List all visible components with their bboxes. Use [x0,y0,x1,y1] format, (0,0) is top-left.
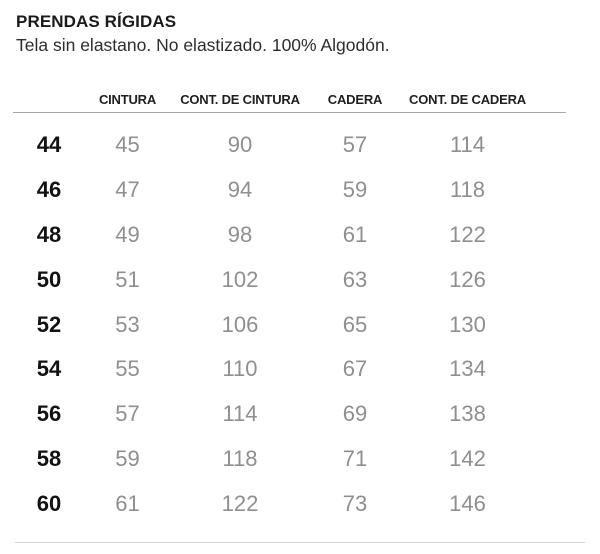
size-cell: 50 [36,266,62,292]
value-cell: 71 [342,445,368,471]
size-cell: 54 [36,356,62,382]
page-title: PRENDAS RÍGIDAS [16,12,177,31]
value-cell: 73 [342,490,368,516]
value-cell: 63 [342,266,368,292]
value-cell: 134 [449,356,486,382]
value-cell: 61 [115,490,140,516]
table-row: 48 49 98 61 122 [13,213,566,258]
table-row: 54 55 110 67 134 [13,347,566,392]
size-cell: 56 [36,401,62,427]
size-cell: 46 [36,177,62,203]
value-cell: 49 [115,221,140,247]
value-cell: 53 [115,311,140,337]
table-row: 44 45 90 57 114 [13,123,566,168]
size-cell: 60 [36,490,62,516]
value-cell: 59 [342,177,368,203]
table-row: 56 57 114 69 138 [13,392,566,437]
column-header: CINTURA [98,92,157,107]
page-header: PRENDAS RÍGIDAS Tela sin elastano. No el… [0,0,600,56]
value-cell: 94 [227,177,253,203]
table-row: 50 51 102 63 126 [13,257,566,302]
page-subtitle: Tela sin elastano. No elastizado. 100% A… [16,35,390,55]
value-cell: 118 [222,445,258,471]
table-header-row: CINTURA CONT. DE CINTURA CADERA CONT. DE CA… [13,92,566,113]
value-cell: 51 [115,266,140,292]
table-body: 44 45 90 57 114 46 47 94 59 118 48 49 98 61 122 50 51 102… [13,113,566,526]
table-row: 52 53 106 65 130 [13,302,566,347]
value-cell: 106 [221,311,259,337]
value-cell: 114 [222,401,258,427]
column-header: CONT. DE CINTURA [180,92,300,107]
value-cell: 146 [449,490,486,516]
value-cell: 122 [449,221,486,247]
value-cell: 126 [449,266,486,292]
value-cell: 57 [115,401,140,427]
size-cell: 48 [36,221,62,247]
value-cell: 90 [227,132,253,158]
value-cell: 102 [221,266,259,292]
column-header: CONT. DE CADERA [409,92,526,107]
size-table: CINTURA CONT. DE CINTURA CADERA CONT. DE CA… [13,92,566,526]
table-bottom-rule [15,542,585,544]
value-cell: 55 [115,356,140,382]
value-cell: 69 [342,401,368,427]
table-row: 58 59 118 71 142 [13,437,566,482]
table-row: 60 61 122 73 146 [13,481,566,526]
value-cell: 122 [221,490,259,516]
value-cell: 110 [222,356,258,382]
value-cell: 47 [115,177,140,203]
value-cell: 65 [342,311,368,337]
value-cell: 59 [115,445,140,471]
value-cell: 138 [449,401,486,427]
table-row: 46 47 94 59 118 [13,168,566,213]
value-cell: 98 [227,221,253,247]
size-cell: 52 [36,311,62,337]
value-cell: 130 [449,311,486,337]
value-cell: 142 [449,445,486,471]
value-cell: 118 [449,177,486,203]
column-header: CADERA [327,92,383,107]
value-cell: 45 [115,132,140,158]
size-cell: 58 [36,445,62,471]
value-cell: 57 [342,132,368,158]
value-cell: 67 [342,356,368,382]
value-cell: 61 [342,221,368,247]
value-cell: 114 [449,132,486,158]
size-cell: 44 [36,132,62,158]
